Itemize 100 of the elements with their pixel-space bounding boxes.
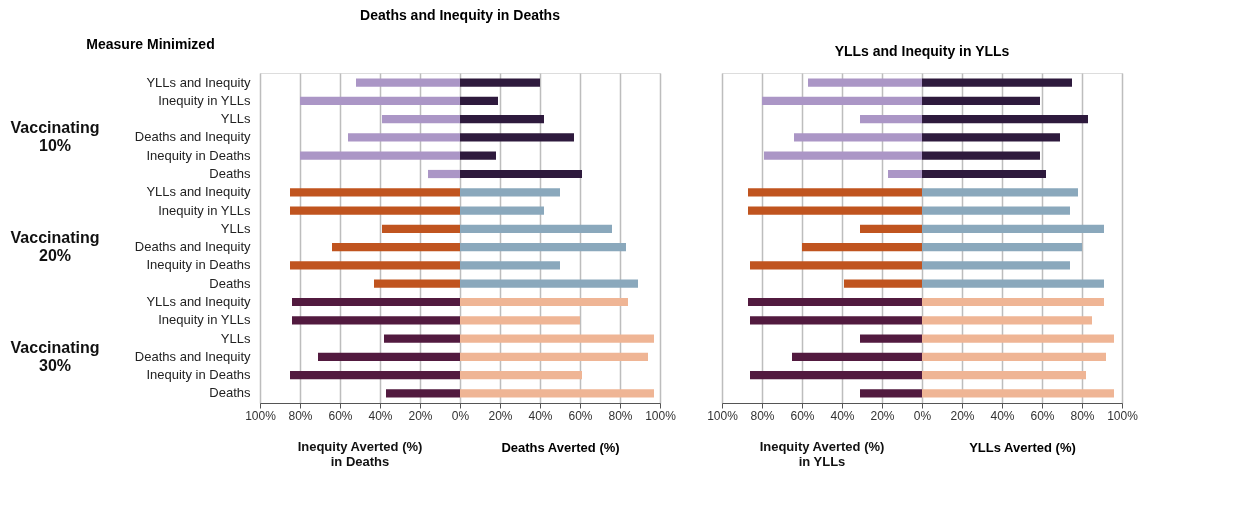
bar xyxy=(460,96,498,105)
y-axis-title: Measure Minimized xyxy=(86,35,215,52)
bar xyxy=(922,169,1046,179)
x-tick-label: 100% xyxy=(707,408,739,423)
bar xyxy=(750,316,922,325)
bar xyxy=(290,188,460,197)
bar xyxy=(922,371,1086,380)
x-tick-label: 60% xyxy=(790,408,815,423)
x-tick-label: 80% xyxy=(288,408,313,423)
x-tick-label: 100% xyxy=(1107,408,1139,423)
y-tick-label: Inequity in YLLs xyxy=(158,92,251,108)
y-tick-label: Inequity in YLLs xyxy=(158,202,251,218)
bar xyxy=(860,389,922,398)
bar xyxy=(922,96,1040,105)
y-tick-label: Deaths xyxy=(209,166,251,182)
x-tick-label: 40% xyxy=(368,408,393,423)
x-tick-label: 20% xyxy=(408,408,433,423)
text: Vaccinating 10% xyxy=(10,119,100,154)
bar xyxy=(808,78,922,87)
bar xyxy=(764,151,922,160)
y-tick-label: YLLs xyxy=(220,330,251,346)
bar xyxy=(922,115,1088,124)
y-tick-label: YLLs xyxy=(220,111,251,127)
x-tick-label: 60% xyxy=(328,408,353,423)
bar xyxy=(792,352,922,361)
bar xyxy=(292,316,460,325)
text: Vaccinating 20% xyxy=(10,229,100,264)
bar xyxy=(356,78,460,87)
bar xyxy=(460,261,560,270)
text: Inequity Averted (%) in Deaths xyxy=(297,439,423,469)
x-tick-label: 80% xyxy=(608,408,633,423)
bar xyxy=(460,334,654,343)
bar xyxy=(318,352,460,361)
bar xyxy=(860,224,922,233)
y-tick-label: Inequity in YLLs xyxy=(158,312,251,328)
bar xyxy=(460,188,560,197)
bar xyxy=(460,279,638,288)
chart-title: Deaths and Inequity in Deaths xyxy=(360,7,561,23)
x-tick-label: 40% xyxy=(830,408,855,423)
x-tick-label: 100% xyxy=(245,408,277,423)
bar xyxy=(794,133,922,142)
x-tick-label: 60% xyxy=(1030,408,1055,423)
bar xyxy=(750,261,922,270)
bar xyxy=(460,243,626,252)
bar xyxy=(748,206,922,215)
x-tick-label: 100% xyxy=(645,408,677,423)
bar xyxy=(922,316,1092,325)
bar xyxy=(748,188,922,197)
y-tick-label: YLLs xyxy=(220,220,251,236)
bar xyxy=(922,78,1072,87)
bar xyxy=(922,261,1070,270)
bar xyxy=(860,334,922,343)
bar xyxy=(290,371,460,380)
bar xyxy=(922,224,1104,233)
bar xyxy=(762,96,922,105)
bar xyxy=(860,115,922,124)
x-tick-label: 0% xyxy=(451,408,470,423)
x-axis-title: Deaths Averted (%) xyxy=(501,439,620,455)
bar xyxy=(750,371,922,380)
y-tick-label: Deaths xyxy=(209,385,251,401)
bar xyxy=(300,96,460,105)
y-tick-label: Deaths and Inequity xyxy=(134,129,251,145)
bar xyxy=(922,352,1106,361)
text: Vaccinating 30% xyxy=(10,339,100,374)
bar xyxy=(290,206,460,215)
bar xyxy=(460,297,628,307)
bar xyxy=(428,169,460,179)
bar xyxy=(922,188,1078,197)
bar xyxy=(460,352,648,361)
bar xyxy=(460,115,544,124)
bar xyxy=(748,297,922,307)
bar xyxy=(382,224,460,233)
bar xyxy=(460,133,574,142)
bar xyxy=(460,169,582,179)
x-tick-label: 60% xyxy=(568,408,593,423)
y-tick-label: YLLs and Inequity xyxy=(146,293,251,309)
y-tick-label: Inequity in Deaths xyxy=(146,147,251,163)
x-tick-label: 80% xyxy=(1070,408,1095,423)
bar xyxy=(300,151,460,160)
y-tick-label: Inequity in Deaths xyxy=(146,257,251,273)
text: Inequity Averted (%) in YLLs xyxy=(759,439,885,469)
bar xyxy=(348,133,460,142)
x-tick-label: 40% xyxy=(990,408,1015,423)
y-tick-label: Deaths and Inequity xyxy=(134,348,251,364)
bar xyxy=(460,371,582,380)
x-tick-label: 40% xyxy=(528,408,553,423)
bar xyxy=(290,261,460,270)
x-tick-label: 80% xyxy=(750,408,775,423)
bar xyxy=(922,133,1060,142)
x-tick-label: 20% xyxy=(488,408,513,423)
bar xyxy=(292,297,460,307)
bar xyxy=(922,151,1040,160)
bar xyxy=(922,297,1104,307)
bar xyxy=(460,206,544,215)
bar xyxy=(460,151,496,160)
bar xyxy=(888,169,922,179)
x-tick-label: 20% xyxy=(870,408,895,423)
bar xyxy=(922,243,1082,252)
bar xyxy=(386,389,460,398)
bar xyxy=(844,279,922,288)
